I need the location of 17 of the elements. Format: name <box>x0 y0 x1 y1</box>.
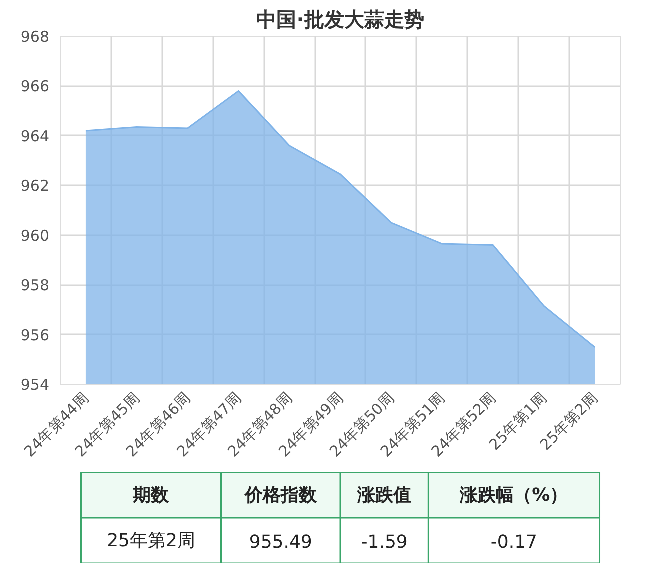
text: 涨跌幅（%） <box>459 484 568 506</box>
text: 955.49 <box>249 532 312 553</box>
text: -0.17 <box>490 532 538 553</box>
chart-title: 中国·批发大蒜走势 <box>256 8 424 32</box>
y-tick-label: 962 <box>20 177 50 196</box>
y-tick-label: 968 <box>20 28 50 46</box>
y-tick-label: 956 <box>20 326 50 344</box>
text: 期数 <box>132 484 170 506</box>
y-tick-label: 966 <box>20 78 50 96</box>
y-tick-label: 954 <box>20 376 50 394</box>
y-tick-label: 964 <box>20 127 50 146</box>
y-tick-label: 960 <box>20 226 50 245</box>
text: -1.59 <box>361 532 408 553</box>
y-tick-label: 958 <box>20 276 50 295</box>
text: 涨跌值 <box>356 484 412 506</box>
text: 价格指数 <box>244 484 318 506</box>
text: 25年第2周 <box>107 530 196 552</box>
